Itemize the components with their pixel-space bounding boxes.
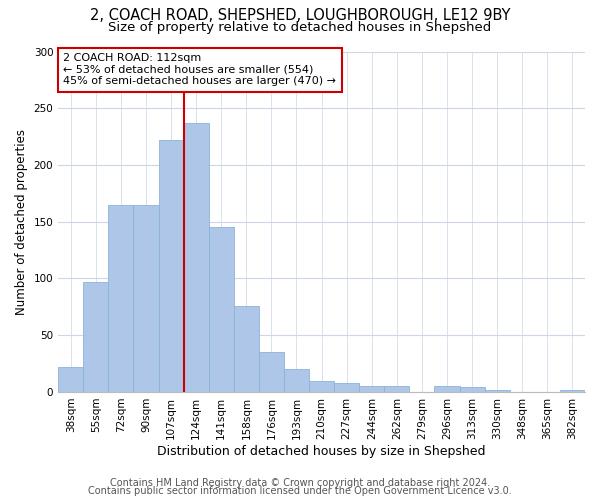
Bar [58,367,83,392]
Bar [259,352,284,392]
Bar [560,390,585,392]
Bar [334,383,359,392]
Bar [109,204,133,392]
Bar [359,386,385,392]
Bar [209,228,234,392]
Bar [385,386,409,392]
X-axis label: Distribution of detached houses by size in Shepshed: Distribution of detached houses by size … [157,444,486,458]
Bar [158,140,184,392]
Bar [133,204,158,392]
Bar [284,370,309,392]
Bar [83,282,109,392]
Bar [234,306,259,392]
Bar [184,123,209,392]
Bar [434,386,460,392]
Y-axis label: Number of detached properties: Number of detached properties [15,128,28,314]
Text: Size of property relative to detached houses in Shepshed: Size of property relative to detached ho… [109,21,491,34]
Text: 2 COACH ROAD: 112sqm
← 53% of detached houses are smaller (554)
45% of semi-deta: 2 COACH ROAD: 112sqm ← 53% of detached h… [64,53,337,86]
Text: Contains public sector information licensed under the Open Government Licence v3: Contains public sector information licen… [88,486,512,496]
Bar [460,388,485,392]
Text: Contains HM Land Registry data © Crown copyright and database right 2024.: Contains HM Land Registry data © Crown c… [110,478,490,488]
Bar [309,380,334,392]
Text: 2, COACH ROAD, SHEPSHED, LOUGHBOROUGH, LE12 9BY: 2, COACH ROAD, SHEPSHED, LOUGHBOROUGH, L… [90,8,510,22]
Bar [485,390,510,392]
